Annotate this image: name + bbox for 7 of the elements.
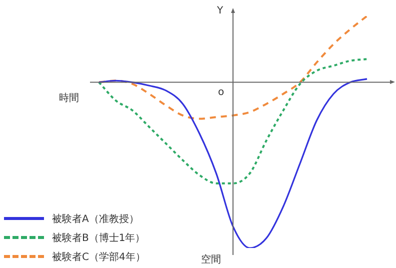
legend-label: 被験者C（学部4年） <box>52 250 146 264</box>
x-axis-title: 時間 <box>59 92 79 104</box>
text: 空間 <box>201 254 221 266</box>
y-axis-title: Y <box>216 6 224 17</box>
legend-label: 被験者A（准教授） <box>52 212 139 226</box>
annotation: o <box>218 86 224 98</box>
legend-label: 被験者B（博士1年） <box>52 232 146 244</box>
